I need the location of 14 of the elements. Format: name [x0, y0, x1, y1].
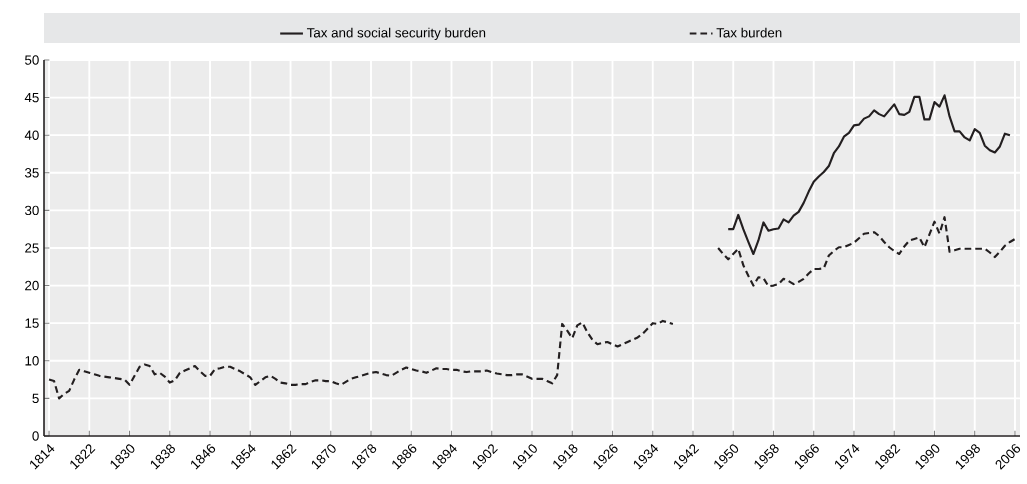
y-tick-label: 50: [25, 55, 39, 65]
legend-label: Tax burden: [716, 27, 782, 38]
y-tick-label: 25: [25, 243, 39, 253]
line-series: [727, 94, 1012, 256]
y-tick-label: 10: [25, 356, 39, 366]
y-tick-label: 15: [25, 318, 39, 328]
y-tick-label: 5: [32, 393, 39, 404]
y-tick-label: 40: [24, 130, 39, 140]
y-tick-label: 35: [24, 168, 39, 178]
y-tick-label: 45: [24, 92, 39, 103]
y-tick-label: 20: [25, 280, 39, 291]
y-tick-label: 0: [32, 431, 39, 441]
y-tick-label: 30: [24, 205, 39, 216]
legend-label: Tax and social security burden: [306, 27, 486, 41]
